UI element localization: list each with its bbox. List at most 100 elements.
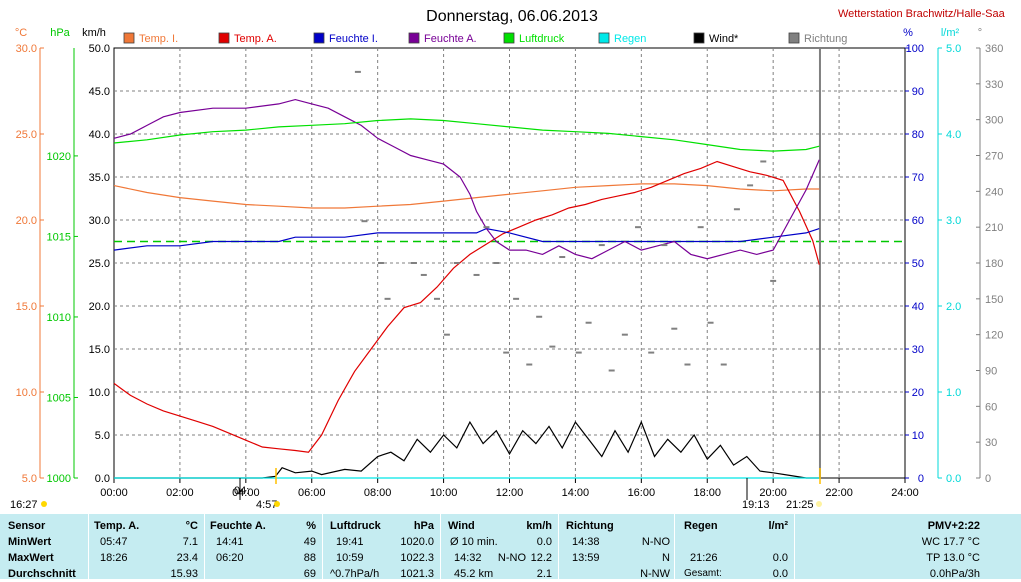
pmv-rate: 0.0hPa/3h xyxy=(929,568,980,580)
label-minwert: MinWert xyxy=(8,536,52,548)
pressure-min-time: 19:41 xyxy=(336,536,364,548)
pressure-max: 1022.3 xyxy=(400,552,434,564)
direction-point xyxy=(377,262,384,264)
rain-tick-label: 4.0 xyxy=(946,129,961,141)
axis-unit-label: °C xyxy=(15,27,27,39)
wind-row3-value: 2.1 xyxy=(536,568,552,580)
direction-tick-label: 120 xyxy=(985,330,1003,342)
chart-title: Donnerstag, 06.06.2013 xyxy=(426,8,598,25)
direction-point xyxy=(513,297,520,300)
pressure-trend: ^0.7hPa/h xyxy=(330,568,380,580)
legend-swatch xyxy=(313,32,325,44)
label-durchschnitt: Durchschnitt xyxy=(8,568,76,580)
rain-tick-label: 2.0 xyxy=(946,301,961,313)
marker-19-label: 19:13 xyxy=(742,499,770,511)
direction-tick-label: 150 xyxy=(985,294,1003,306)
temp-unit: °C xyxy=(185,520,198,532)
pressure-tick-label: 1000 xyxy=(47,473,71,485)
direction-row1-time: 14:38 xyxy=(572,536,600,548)
legend-swatch xyxy=(123,32,135,44)
statistics-table: Sensor MinWert MaxWert Durchschnitt Temp… xyxy=(0,514,1021,582)
kmh-tick-label: 0.0 xyxy=(95,473,110,485)
direction-point xyxy=(384,297,391,300)
direction-point xyxy=(770,279,777,282)
temp-min: 7.1 xyxy=(182,536,198,548)
temp-header: Temp. A. xyxy=(94,520,140,532)
pmv-column: PMV+2:22 WC 17.7 °C TP 13.0 °C 0.0hPa/3h xyxy=(800,518,980,582)
legend-swatch xyxy=(503,32,515,44)
sun-dot-icon xyxy=(41,501,47,507)
percent-tick-label: 20 xyxy=(912,387,924,399)
direction-point xyxy=(361,220,368,223)
kmh-tick-label: 10.0 xyxy=(89,387,110,399)
pressure-header: Luftdruck xyxy=(330,520,381,532)
wind-unit: km/h xyxy=(526,520,552,532)
x-tick-label: 18:00 xyxy=(693,487,721,499)
legend-label: Feuchte I. xyxy=(329,33,378,45)
direction-point xyxy=(433,297,440,300)
rain-tick-label: 5.0 xyxy=(946,43,961,55)
percent-tick-label: 10 xyxy=(912,430,924,442)
wind-column: Wind km/h Ø 10 min. 0.0 14:32 N-NO 12.2 45.2… xyxy=(448,518,556,582)
kmh-tick-label: 20.0 xyxy=(89,301,110,313)
legend-swatch xyxy=(598,32,610,44)
sunset-dot-icon xyxy=(816,501,822,507)
series-line-luftdruck xyxy=(113,118,820,152)
kmh-tick-label: 5.0 xyxy=(95,430,110,442)
direction-point xyxy=(443,333,450,336)
percent-tick-label: 80 xyxy=(912,129,924,141)
direction-row3-value: N-NW xyxy=(640,568,670,580)
x-tick-label: 20:00 xyxy=(759,487,787,499)
kmh-tick-label: 35.0 xyxy=(89,172,110,184)
direction-point xyxy=(493,262,500,264)
legend-swatch xyxy=(693,32,705,44)
direction-point xyxy=(697,226,704,229)
series-line-temp-i xyxy=(113,183,820,209)
x-tick-label: 24:00 xyxy=(891,487,919,499)
rain-row2-time: 21:26 xyxy=(690,552,718,564)
pressure-tick-label: 1020 xyxy=(47,151,71,163)
pmv-tp: TP 13.0 °C xyxy=(926,552,980,564)
rain-row3-value: 0.0 xyxy=(772,568,788,580)
kmh-tick-label: 15.0 xyxy=(89,344,110,356)
axis-unit-label: % xyxy=(903,27,913,39)
direction-point xyxy=(707,321,714,324)
direction-point xyxy=(575,351,582,354)
pressure-tick-label: 1010 xyxy=(47,312,71,324)
percent-tick-label: 40 xyxy=(912,301,924,313)
temp-min-time: 05:47 xyxy=(100,536,128,548)
direction-point xyxy=(549,345,556,348)
direction-point xyxy=(747,184,754,187)
wind-row1-label: Ø 10 min. xyxy=(450,536,498,548)
percent-tick-label: 70 xyxy=(912,172,924,184)
series-line-feuchte-i xyxy=(113,227,820,251)
legend-label: Temp. I. xyxy=(139,33,178,45)
percent-tick-label: 60 xyxy=(912,215,924,227)
direction-tick-label: 210 xyxy=(985,222,1003,234)
row-labels-column: Sensor MinWert MaxWert Durchschnitt xyxy=(8,518,88,582)
axis-unit-label: l/m² xyxy=(941,27,960,39)
temp-tick-label: 30.0 xyxy=(16,43,37,55)
sunset-label: 21:25 xyxy=(786,499,814,511)
x-tick-label: 02:00 xyxy=(166,487,194,499)
wind-row2-time: 14:32 xyxy=(454,552,482,564)
pressure-max-time: 10:59 xyxy=(336,552,364,564)
direction-point xyxy=(585,321,592,324)
axis-unit-label: hPa xyxy=(50,27,70,39)
x-tick-label: 10:00 xyxy=(430,487,458,499)
pressure-tick-label: 1015 xyxy=(47,231,71,243)
rain-unit: l/m² xyxy=(768,520,788,532)
label-sensor: Sensor xyxy=(8,520,46,532)
sunrise-label: 4:57 xyxy=(256,499,277,511)
percent-tick-label: 30 xyxy=(912,344,924,356)
wind-header: Wind xyxy=(448,520,475,532)
rain-row2-value: 0.0 xyxy=(772,552,788,564)
rain-row3-label: Gesamt: xyxy=(684,568,722,579)
direction-point xyxy=(483,226,490,229)
wind-row3-label: 45.2 km xyxy=(454,568,494,580)
kmh-tick-label: 40.0 xyxy=(89,129,110,141)
direction-point xyxy=(661,244,668,247)
direction-point xyxy=(733,208,740,211)
pmv-header: PMV+2:22 xyxy=(927,520,980,532)
direction-point xyxy=(598,244,605,247)
